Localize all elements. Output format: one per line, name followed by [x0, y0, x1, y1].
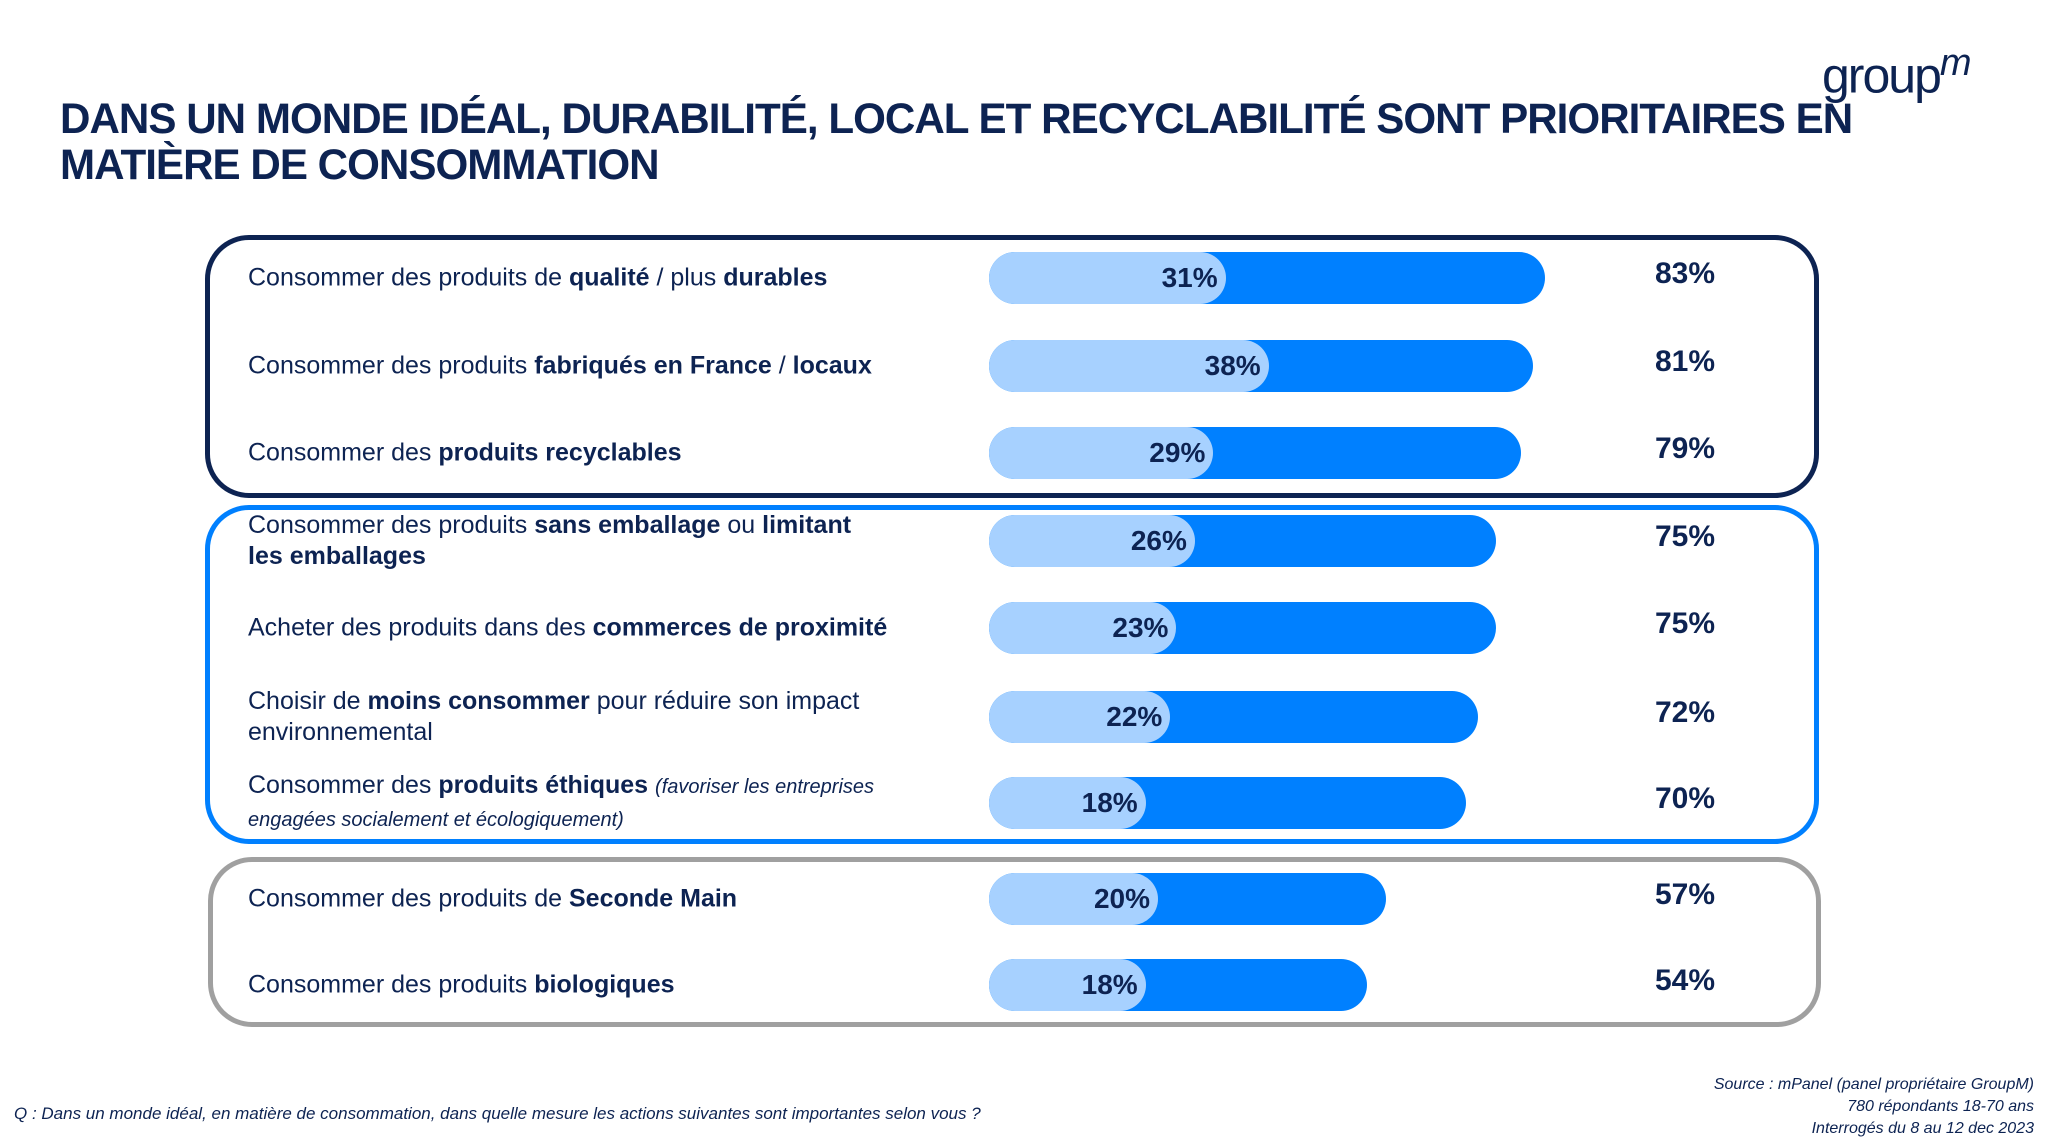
total-value-label: 83%	[1654, 257, 1716, 290]
group-box-low-priorities	[208, 857, 1821, 1027]
total-value-label: 79%	[1654, 432, 1716, 465]
bar-inner: 31%	[989, 252, 1226, 304]
category-label: Consommer des produits recyclables	[248, 438, 682, 467]
source-note: Source : mPanel (panel propriétaire Grou…	[1714, 1074, 2034, 1140]
bar-inner-label: 23%	[1112, 612, 1169, 643]
bar-inner-label: 29%	[1149, 437, 1206, 468]
dates-text: Interrogés du 8 au 12 dec 2023	[1811, 1120, 2034, 1137]
source-text: Source : mPanel (panel propriétaire Grou…	[1713, 1076, 2034, 1093]
total-value-label: 81%	[1654, 345, 1716, 378]
bar-inner: 38%	[989, 340, 1269, 392]
bar-inner: 22%	[989, 691, 1171, 743]
total-value-label: 75%	[1654, 607, 1716, 640]
bar-inner: 18%	[989, 959, 1146, 1011]
bar-inner-label: 38%	[1204, 350, 1261, 381]
group-box-top-priorities	[205, 235, 1819, 498]
groupm-logo: groupm	[1822, 42, 1972, 104]
bar-inner-label: 18%	[1081, 969, 1138, 1000]
bar-inner: 18%	[989, 777, 1146, 829]
total-value-label: 54%	[1654, 964, 1716, 997]
group-box-mid-priorities	[205, 505, 1819, 844]
category-label: Choisir de moins consommer pour réduire …	[248, 687, 860, 746]
total-value-label: 75%	[1654, 520, 1716, 553]
total-value-label: 70%	[1654, 782, 1716, 815]
sample-text: 780 répondants 18-70 ans	[1847, 1098, 2034, 1115]
category-label: Consommer des produits sans emballage ou…	[248, 511, 852, 570]
total-value-label: 72%	[1654, 696, 1716, 729]
category-label: Consommer des produits de qualité / plus…	[248, 263, 828, 292]
bar-inner: 20%	[989, 873, 1158, 925]
bar-inner: 26%	[989, 515, 1195, 567]
page-title: DANS UN MONDE IDÉAL, DURABILITÉ, LOCAL E…	[60, 95, 1853, 189]
category-label: Consommer des produits de Seconde Main	[248, 884, 738, 913]
bar-inner-label: 26%	[1130, 525, 1187, 556]
question-note: Q : Dans un monde idéal, en matière de c…	[14, 1104, 981, 1123]
category-label: Consommer des produits biologiques	[248, 970, 675, 999]
category-label: Acheter des produits dans des commerces …	[248, 613, 888, 642]
category-label: Consommer des produits éthiques (favoris…	[248, 771, 875, 831]
total-value-label: 57%	[1654, 878, 1716, 911]
bar-inner-label: 22%	[1106, 701, 1163, 732]
bar-inner-label: 20%	[1093, 883, 1150, 914]
bar-inner-label: 31%	[1161, 262, 1218, 293]
bar-inner-label: 18%	[1081, 787, 1138, 818]
bar-inner: 23%	[989, 602, 1177, 654]
category-label: Consommer des produits fabriqués en Fran…	[248, 351, 872, 380]
bar-inner: 29%	[989, 427, 1214, 479]
